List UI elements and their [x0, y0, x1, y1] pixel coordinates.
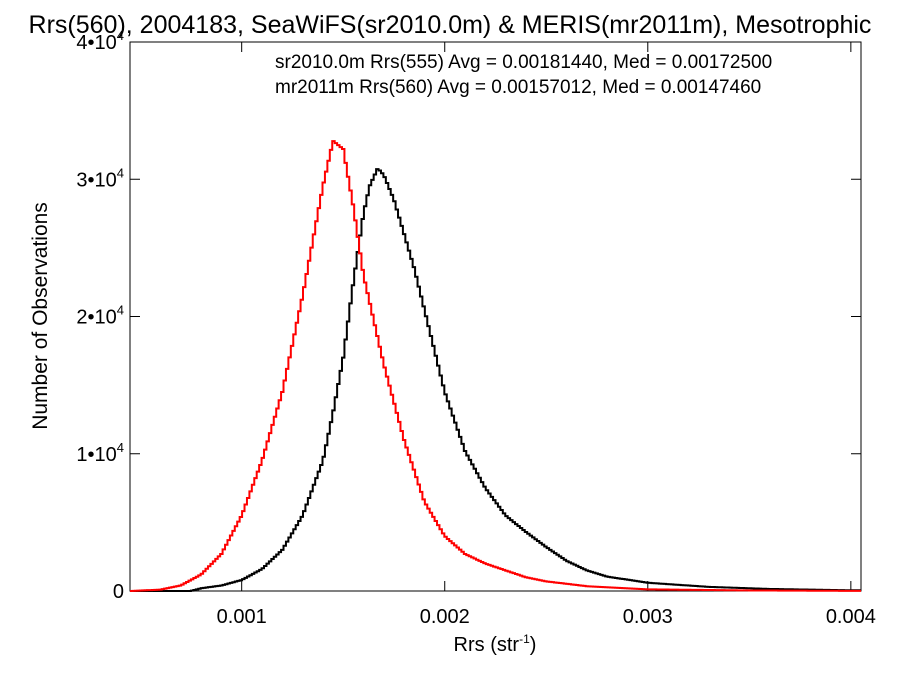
y-tick-exponent: 4 [117, 165, 124, 180]
x-tick-label: 0.002 [420, 606, 470, 628]
x-axis-label-exponent: -1 [519, 632, 530, 646]
y-tick-mantissa: 3•10 [76, 169, 116, 191]
annotation-red-stats: mr2011m Rrs(560) Avg = 0.00157012, Med =… [275, 77, 761, 98]
y-tick-label: 0 [113, 581, 124, 603]
y-tick-mantissa: 1•10 [76, 444, 116, 466]
axis-ticks [130, 41, 861, 592]
chart-title: Rrs(560), 2004183, SeaWiFS(sr2010.0m) & … [29, 11, 872, 39]
y-tick-label: 3•104 [76, 165, 124, 191]
y-tick-mantissa: 4•10 [76, 32, 116, 54]
y-tick-exponent: 4 [117, 28, 124, 43]
plot-frame [129, 41, 862, 592]
x-tick-label: 0.001 [217, 606, 267, 628]
series-layer [130, 140, 861, 592]
y-tick-label: 2•104 [76, 303, 124, 329]
y-tick-label: 4•104 [76, 28, 124, 54]
series-mr2011-histogram [130, 140, 861, 592]
y-axis-label: Number of Observations [29, 202, 52, 430]
axis-tick-labels: 0.001 0.002 0.003 0.00401•1042•1043•1044•10… [76, 28, 875, 628]
annotation-black-stats: sr2010.0m Rrs(555) Avg = 0.00181440, Med… [275, 52, 772, 73]
x-tick-label: 0.004 [826, 606, 876, 628]
y-tick-mantissa: 2•10 [76, 307, 116, 329]
x-tick-label: 0.003 [623, 606, 673, 628]
x-axis-label: Rrs (str-1) [454, 632, 537, 656]
y-tick-exponent: 4 [117, 303, 124, 318]
y-tick-mantissa: 0 [113, 581, 124, 603]
x-axis-label-main: Rrs (str [454, 634, 520, 656]
y-tick-exponent: 4 [117, 440, 124, 455]
series-sr2010-histogram [130, 168, 861, 592]
x-axis-label-close: ) [530, 634, 537, 656]
y-tick-label: 1•104 [76, 440, 124, 466]
